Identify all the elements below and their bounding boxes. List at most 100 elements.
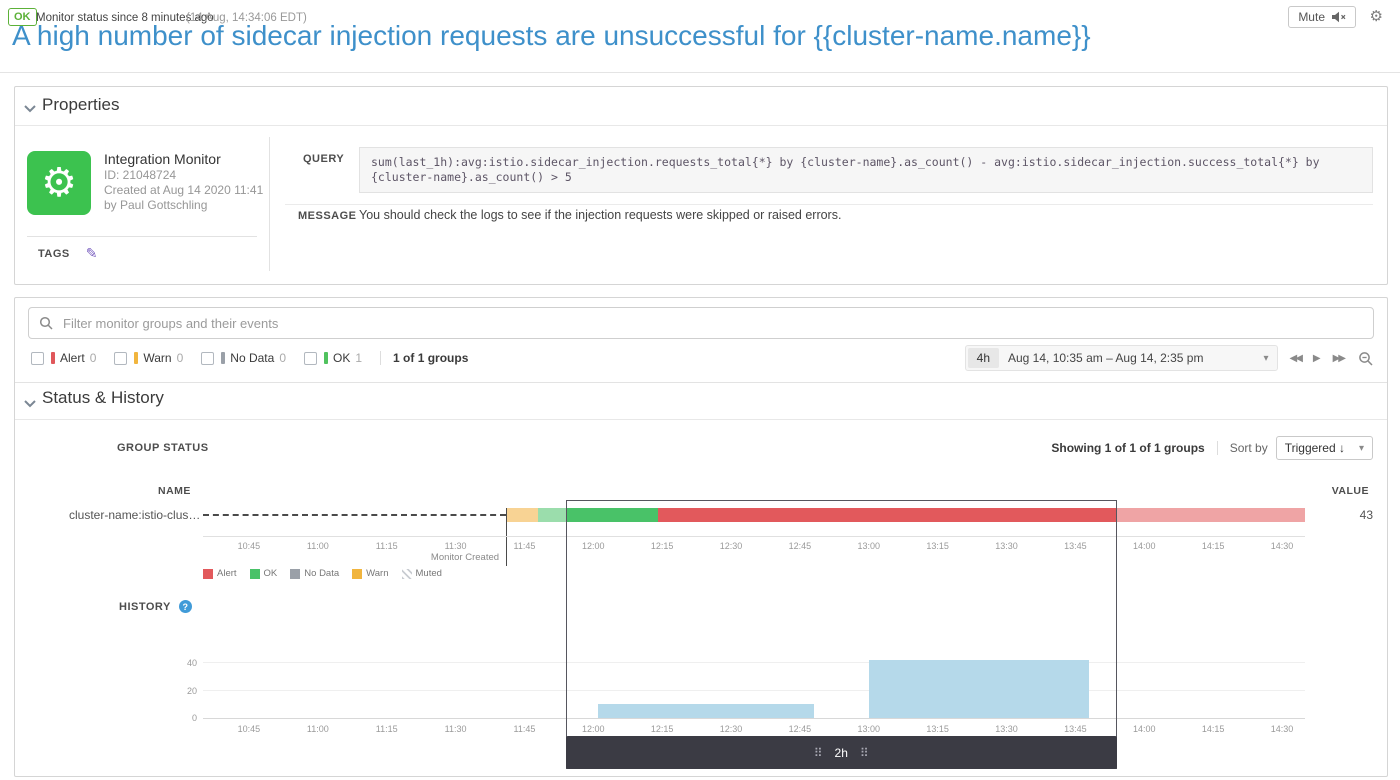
axis-tick-label: 12:15: [650, 541, 674, 551]
axis-tick-label: 11:30: [444, 724, 467, 734]
timeline-dim-overlay: [506, 508, 566, 522]
selection-duration-label: 2h: [834, 745, 848, 760]
axis-tick-label: 12:30: [719, 541, 743, 551]
warn-label: Warn: [143, 351, 172, 365]
legend-label: Alert: [217, 568, 237, 579]
history-ticks: 10:45 11:00 11:15 11:30 11:45 12:00 12:15 12:30…: [203, 720, 1305, 736]
query-label: QUERY: [303, 153, 345, 165]
nodata-swatch-icon: [290, 568, 301, 579]
play-button[interactable]: ▶: [1312, 352, 1321, 364]
monitor-created-label: Monitor Created: [430, 552, 500, 563]
axis-tick-label: 12:15: [650, 724, 674, 734]
time-range-caret-icon: ▾: [1263, 352, 1269, 364]
history-gridline: [203, 662, 1305, 663]
mute-speaker-icon: [1332, 11, 1346, 23]
filter-item-alert: Alert 0: [31, 351, 96, 365]
time-range-text: Aug 14, 10:35 am – Aug 14, 2:35 pm: [1008, 351, 1204, 365]
status-history-panel: Alert 0 Warn 0 No Data 0 OK 1: [14, 297, 1388, 777]
time-range-badge: 4h: [967, 348, 999, 368]
ok-checkbox[interactable]: [304, 351, 318, 365]
warn-checkbox[interactable]: [114, 351, 128, 365]
axis-tick-label: 13:00: [857, 541, 881, 551]
title-divider: [0, 72, 1400, 73]
alert-color-bar-icon: [51, 352, 55, 364]
axis-tick-label: 13:30: [995, 541, 1018, 551]
zoom-out-magnifier-icon[interactable]: [1358, 351, 1373, 366]
integration-monitor-icon: ⚙: [27, 151, 91, 215]
axis-tick-label: 11:45: [513, 724, 536, 734]
axis-tick-label: 11:15: [375, 724, 398, 734]
legend-item-alert: Alert: [203, 568, 237, 579]
warn-swatch-icon: [352, 568, 363, 579]
chevron-down-icon[interactable]: [24, 100, 36, 118]
tags-label: TAGS: [38, 247, 70, 260]
fast-forward-button[interactable]: ▶▶: [1332, 352, 1346, 364]
axis-tick-label: 11:00: [306, 724, 329, 734]
chevron-down-icon[interactable]: [24, 395, 36, 413]
alert-label: Alert: [60, 351, 85, 365]
selection-right-drag-handle-icon[interactable]: ⠿: [859, 745, 869, 760]
settings-gear-icon[interactable]: ⚙: [1369, 8, 1383, 25]
name-column-header: NAME: [158, 485, 191, 497]
axis-tick-label: 13:15: [926, 541, 949, 551]
group-status-ticks: 10:45 11:00 11:15 11:30 11:45 12:00 12:15 12:30…: [203, 536, 1305, 553]
edit-tags-pencil-icon[interactable]: ✎: [85, 245, 98, 261]
nodata-color-bar-icon: [221, 352, 226, 364]
nodata-label: No Data: [230, 351, 275, 365]
group-row-name[interactable]: cluster-name:istio-clus…: [69, 508, 201, 522]
mute-button[interactable]: Mute: [1288, 6, 1356, 28]
filter-separator: [380, 351, 382, 365]
properties-hr: [27, 236, 257, 237]
ok-label: OK: [333, 351, 351, 365]
muted-swatch-icon: [401, 568, 412, 579]
properties-section-title: Properties: [42, 95, 120, 114]
sort-dropdown-value: Triggered ↓: [1284, 441, 1345, 455]
time-range-picker[interactable]: 4h Aug 14, 10:35 am – Aug 14, 2:35 pm ▾: [964, 345, 1278, 371]
nodata-checkbox[interactable]: [201, 351, 215, 365]
legend-label: No Data: [304, 568, 340, 579]
group-row-value: 43: [1359, 508, 1373, 522]
group-status-bar: [203, 508, 1305, 522]
nodata-count: 0: [279, 351, 287, 365]
history-y-axis-label: 20: [186, 685, 197, 696]
selection-band[interactable]: ⠿ 2h ⠿: [565, 736, 1117, 769]
properties-vertical-divider: [269, 137, 270, 271]
monitor-created-at: Created at Aug 14 2020 11:41: [104, 183, 264, 197]
rewind-button[interactable]: ◀◀: [1289, 352, 1303, 364]
filter-section-divider: [15, 382, 1387, 383]
query-message-divider: [285, 204, 1373, 205]
history-label-row: HISTORY ?: [119, 600, 192, 613]
sort-by-label: Sort by: [1229, 441, 1268, 455]
alert-checkbox[interactable]: [31, 351, 44, 365]
monitor-title: A high number of sidecar injection reque…: [12, 20, 1091, 51]
axis-tick-label: 13:00: [857, 724, 881, 734]
monitor-created-by: by Paul Gottschling: [104, 198, 208, 212]
history-bar: [868, 660, 1090, 718]
sort-dropdown[interactable]: Triggered ↓ ▾: [1275, 436, 1373, 460]
history-y-axis-label: 40: [186, 658, 197, 668]
axis-tick-label: 13:45: [1064, 541, 1087, 551]
warn-color-bar-icon: [134, 352, 139, 364]
status-segment-alert: [657, 508, 1305, 522]
selection-left-drag-handle-icon[interactable]: ⠿: [813, 745, 823, 760]
axis-tick-label: 13:15: [926, 724, 949, 734]
axis-tick-label: 12:00: [582, 724, 605, 734]
value-column-header: VALUE: [1331, 485, 1369, 497]
help-question-icon[interactable]: ?: [178, 600, 192, 613]
axis-tick-label: 13:45: [1064, 724, 1087, 734]
filter-search-box: [28, 307, 1374, 339]
filter-search-input[interactable]: [61, 314, 1373, 332]
axis-tick-label: 12:45: [788, 541, 812, 551]
warn-count: 0: [176, 351, 184, 365]
monitor-id: ID: 21048724: [104, 168, 177, 182]
properties-header[interactable]: Properties: [15, 87, 1387, 125]
top-bar: OK Monitor status since 8 minutes ago (1…: [0, 0, 1400, 34]
legend-item-ok: OK: [249, 568, 277, 579]
filter-item-warn: Warn 0: [114, 351, 183, 365]
monitor-type: Integration Monitor: [104, 151, 221, 167]
properties-header-divider: [15, 125, 1387, 126]
monitor-message: You should check the logs to see if the …: [359, 208, 842, 222]
legend-label: Warn: [366, 568, 389, 579]
alert-count: 0: [89, 351, 97, 365]
